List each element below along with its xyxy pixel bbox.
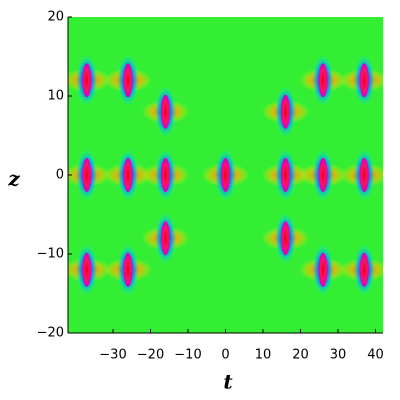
peak-core — [359, 252, 369, 287]
y-tick-label: 20 — [47, 10, 64, 25]
peak — [68, 54, 111, 107]
x-tick-label: −10 — [174, 348, 201, 363]
x-tick-label: 0 — [221, 348, 229, 363]
peak — [104, 149, 152, 201]
x-axis-title: t — [223, 370, 233, 394]
peak-core — [161, 94, 170, 129]
peak-core — [82, 63, 92, 98]
peak-core — [161, 158, 170, 192]
peak-core — [318, 252, 328, 287]
peak — [261, 149, 310, 201]
peak-core — [359, 158, 369, 192]
peak-core — [123, 158, 133, 192]
peak-core — [123, 252, 133, 287]
y-tick-label: −10 — [37, 247, 64, 262]
peak — [141, 85, 190, 138]
y-tick-label: 10 — [47, 89, 64, 104]
peak-core — [281, 158, 290, 192]
peak-core — [359, 63, 369, 98]
peak-core — [281, 221, 290, 256]
peak-core — [318, 158, 328, 192]
peak — [299, 243, 347, 296]
peak — [68, 243, 111, 296]
peak-core — [318, 63, 328, 98]
peak — [299, 54, 347, 107]
peak — [340, 54, 383, 107]
peak — [68, 149, 111, 201]
x-tick-label: 30 — [330, 348, 347, 363]
peak — [261, 85, 310, 138]
y-tick-label: 0 — [56, 168, 64, 183]
plot-area — [68, 17, 383, 333]
y-tick-label: −20 — [37, 326, 64, 341]
peak-core — [123, 63, 133, 98]
peak — [104, 54, 152, 107]
peak — [141, 212, 190, 265]
peak-core — [82, 252, 92, 287]
peak — [340, 243, 383, 296]
peak — [201, 149, 250, 201]
x-tick-label: 40 — [367, 348, 384, 363]
peak — [141, 149, 190, 201]
x-tick-label: −20 — [137, 348, 164, 363]
peak — [299, 149, 347, 201]
x-tick-label: 20 — [292, 348, 309, 363]
peak — [261, 212, 310, 265]
peak-core — [221, 158, 230, 192]
x-tick-label: −30 — [99, 348, 126, 363]
peak — [340, 149, 383, 201]
peak — [104, 243, 152, 296]
y-axis-title: z — [7, 167, 20, 191]
peak-core — [161, 221, 170, 256]
peak-core — [82, 158, 92, 192]
peak-core — [281, 94, 290, 129]
x-tick-label: 10 — [255, 348, 272, 363]
